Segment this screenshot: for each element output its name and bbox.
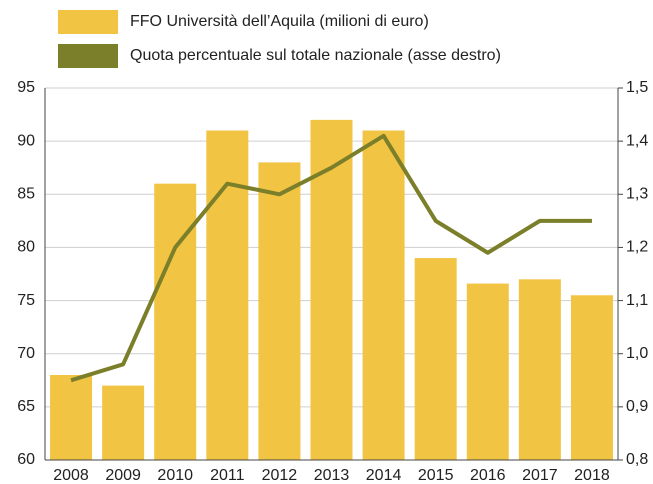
y2-tick-label: 0,8 bbox=[626, 451, 648, 468]
bar bbox=[154, 183, 197, 460]
legend-swatch bbox=[58, 44, 118, 68]
y-tick-label: 70 bbox=[17, 345, 35, 362]
y-tick-label: 85 bbox=[17, 186, 35, 203]
bar bbox=[362, 130, 405, 460]
y-tick-label: 80 bbox=[17, 239, 35, 256]
line bbox=[70, 133, 592, 383]
x-tick-label: 2011 bbox=[210, 467, 245, 484]
x-tick-label: 2016 bbox=[470, 467, 506, 484]
x-tick-label: 2014 bbox=[366, 467, 402, 484]
y2-tick-label: 1,0 bbox=[626, 345, 648, 362]
bar bbox=[50, 374, 93, 460]
y-tick-label: 60 bbox=[17, 451, 35, 468]
bar bbox=[258, 162, 301, 460]
y2-tick-label: 1,2 bbox=[626, 239, 648, 256]
legend-label: FFO Università dell’Aquila (milioni di e… bbox=[130, 13, 429, 30]
y-tick-label: 95 bbox=[17, 79, 35, 96]
y2-tick-label: 1,3 bbox=[626, 186, 648, 203]
x-tick-label: 2015 bbox=[418, 467, 454, 484]
bar bbox=[570, 295, 613, 460]
bar bbox=[414, 258, 457, 460]
bar bbox=[206, 130, 249, 460]
x-tick-label: 2018 bbox=[574, 467, 610, 484]
bar bbox=[466, 283, 509, 460]
y2-tick-label: 1,5 bbox=[626, 79, 648, 96]
y-tick-label: 65 bbox=[17, 398, 35, 415]
x-tick-label: 2010 bbox=[157, 467, 193, 484]
bar bbox=[102, 385, 145, 460]
legend-swatch bbox=[58, 10, 118, 34]
x-tick-label: 2017 bbox=[522, 467, 558, 484]
bar bbox=[310, 119, 353, 460]
legend-label: Quota percentuale sul totale nazionale (… bbox=[130, 47, 501, 64]
y2-tick-label: 1,1 bbox=[626, 292, 648, 309]
x-tick-label: 2012 bbox=[262, 467, 298, 484]
y-tick-label: 90 bbox=[17, 132, 35, 149]
y2-tick-label: 0,9 bbox=[626, 398, 648, 415]
x-tick-label: 2008 bbox=[53, 467, 89, 484]
y-tick-label: 75 bbox=[17, 292, 35, 309]
x-tick-label: 2009 bbox=[105, 467, 141, 484]
y2-tick-label: 1,4 bbox=[626, 132, 648, 149]
x-tick-label: 2013 bbox=[314, 467, 350, 484]
bar bbox=[518, 279, 561, 460]
